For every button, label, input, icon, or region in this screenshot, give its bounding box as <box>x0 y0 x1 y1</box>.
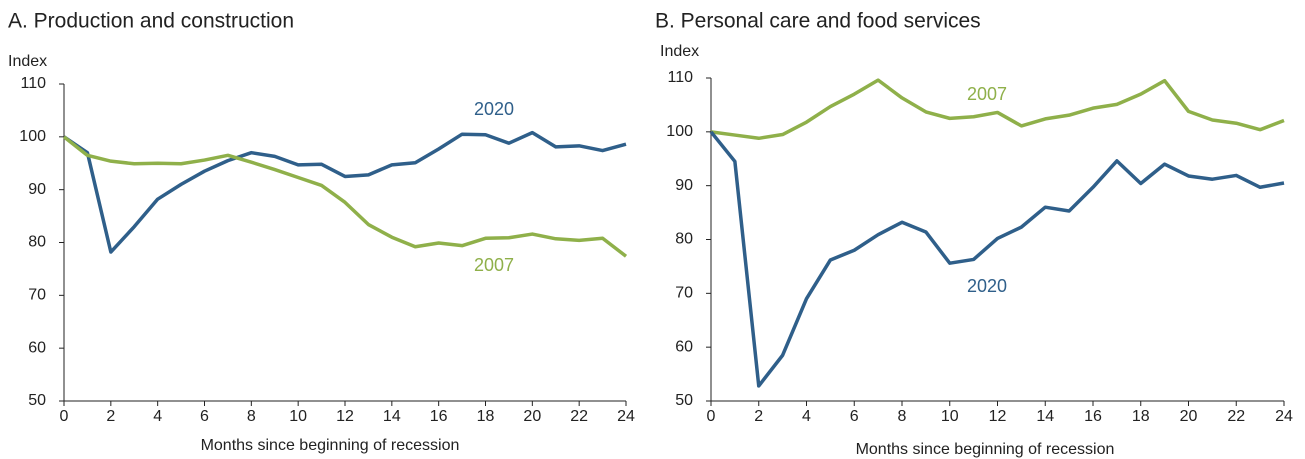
series-line <box>709 130 1285 388</box>
y-tick-label: 110 <box>667 69 693 86</box>
x-tick-label: 22 <box>1227 408 1245 425</box>
series-line <box>62 135 628 258</box>
x-tick-label: 4 <box>153 408 162 425</box>
y-tick-label: 100 <box>19 128 46 145</box>
series-line <box>63 130 627 254</box>
chart-title: A. Production and construction <box>8 10 294 33</box>
x-tick-label: 6 <box>850 408 859 425</box>
x-tick-label: 18 <box>1132 408 1150 425</box>
x-tick-label: 6 <box>200 408 209 425</box>
x-tick-label: 10 <box>941 408 959 425</box>
x-tick-label: 10 <box>289 408 307 425</box>
y-tick-label: 70 <box>675 285 693 302</box>
y-tick-label: 90 <box>675 177 693 194</box>
y-tick-label: 50 <box>675 392 693 409</box>
y-tick-label: 90 <box>28 181 46 198</box>
x-tick-label: 2 <box>106 408 115 425</box>
x-tick-label: 4 <box>802 408 811 425</box>
x-tick-label: 16 <box>430 408 448 425</box>
x-tick-label: 24 <box>617 408 635 425</box>
chart-title: B. Personal care and food services <box>655 10 981 33</box>
series-line <box>710 78 1285 141</box>
y-tick-label: 60 <box>28 339 46 356</box>
x-tick-label: 22 <box>570 408 588 425</box>
y-axis-label: Index <box>660 43 699 60</box>
x-axis-label: Months since beginning of recession <box>201 437 460 454</box>
x-tick-label: 16 <box>1084 408 1102 425</box>
series-label: 2020 <box>474 99 514 119</box>
y-tick-label: 80 <box>28 234 46 251</box>
x-tick-label: 0 <box>60 408 69 425</box>
x-tick-label: 14 <box>383 408 401 425</box>
y-tick-label: 50 <box>28 392 46 409</box>
x-tick-label: 12 <box>989 408 1007 425</box>
x-axis-label: Months since beginning of recession <box>856 441 1115 458</box>
x-tick-label: 8 <box>247 408 256 425</box>
x-tick-label: 8 <box>898 408 907 425</box>
x-tick-label: 2 <box>754 408 763 425</box>
series-label: 2020 <box>967 276 1007 296</box>
x-tick-label: 12 <box>336 408 354 425</box>
series-label: 2007 <box>967 84 1007 104</box>
x-tick-label: 20 <box>523 408 541 425</box>
x-tick-label: 0 <box>707 408 716 425</box>
y-tick-label: 80 <box>675 231 693 248</box>
x-tick-label: 14 <box>1036 408 1054 425</box>
y-axis-label: Index <box>8 53 47 70</box>
y-tick-label: 110 <box>20 75 46 92</box>
y-tick-label: 100 <box>666 123 693 140</box>
y-tick-label: 70 <box>28 287 46 304</box>
x-tick-label: 18 <box>477 408 495 425</box>
y-tick-label: 60 <box>675 338 693 355</box>
series-label: 2007 <box>474 255 514 275</box>
x-tick-label: 24 <box>1275 408 1293 425</box>
x-tick-label: 20 <box>1180 408 1198 425</box>
